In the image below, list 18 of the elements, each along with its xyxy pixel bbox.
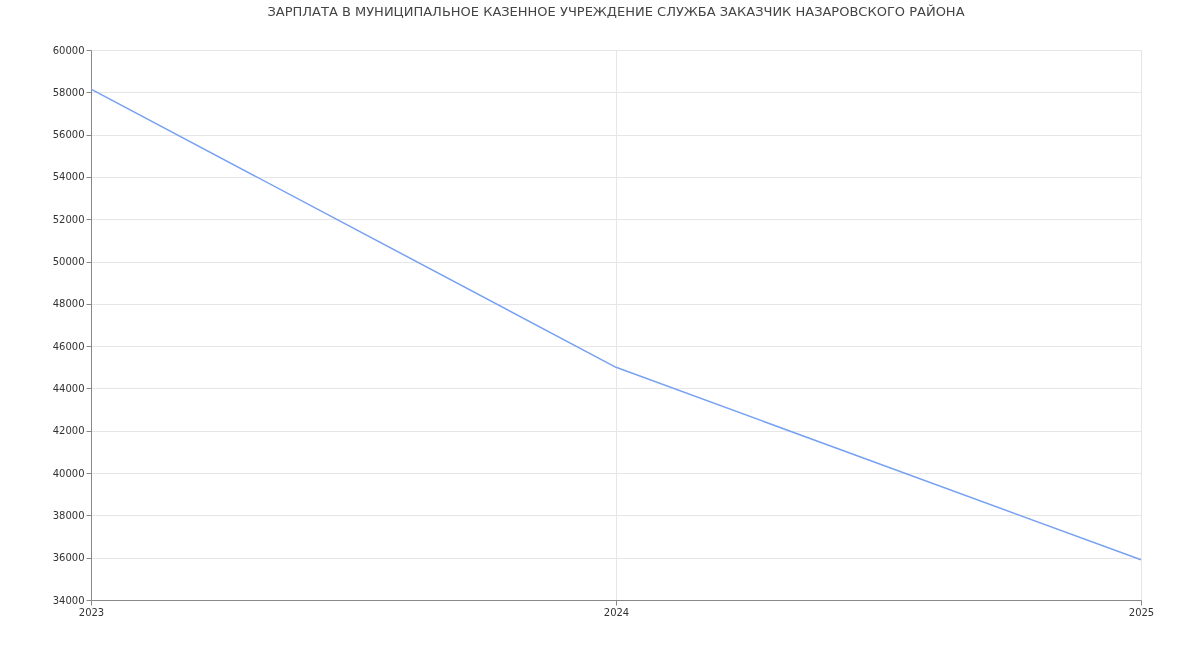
y-tick-label: 58000	[52, 86, 85, 98]
x-tick-label: 2025	[1128, 606, 1155, 618]
y-tick-label: 36000	[52, 552, 85, 564]
y-tick-label: 50000	[52, 256, 85, 268]
chart-title: ЗАРПЛАТА В МУНИЦИПАЛЬНОЕ КАЗЕННОЕ УЧРЕЖДЕНИЕ СЛУЖБА ЗАКАЗЧИК НАЗАРОВСКОГО РАЙОНА	[267, 4, 965, 19]
x-tick-label: 2023	[78, 606, 105, 618]
y-tick-label: 56000	[52, 129, 85, 141]
y-tick-label: 48000	[52, 298, 85, 310]
y-tick-label: 60000	[52, 44, 85, 56]
x-tick-label: 2024	[603, 606, 630, 618]
y-tick-label: 38000	[52, 509, 85, 521]
y-tick-label: 52000	[52, 213, 85, 225]
y-tick-label: 42000	[52, 425, 85, 437]
y-tick-label: 54000	[52, 171, 85, 183]
y-tick-label: 46000	[52, 340, 85, 352]
y-tick-label: 40000	[52, 467, 85, 479]
y-tick-label: 44000	[52, 382, 85, 394]
y-tick-label: 34000	[52, 594, 85, 606]
